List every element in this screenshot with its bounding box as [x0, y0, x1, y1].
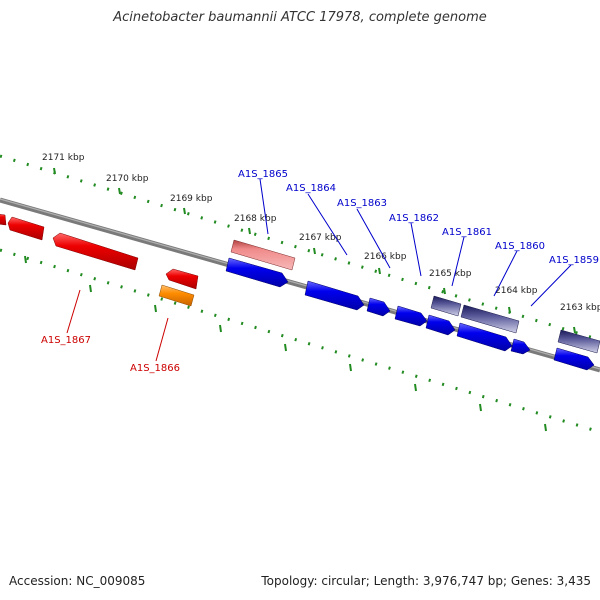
- purple-feature-1[interactable]: [430, 295, 462, 317]
- tick-label-2166: 2166 kbp: [364, 252, 407, 262]
- genome-summary-text: Topology: circular; Length: 3,976,747 bp…: [261, 574, 591, 588]
- pink-feature[interactable]: [230, 239, 296, 271]
- label-leader-lines: [66, 178, 572, 362]
- gene-arrow-small[interactable]: [510, 338, 531, 355]
- tick-label-2169: 2169 kbp: [170, 194, 213, 204]
- gene-arrow-a1s-1862[interactable]: [394, 305, 428, 327]
- purple-feature-3[interactable]: [557, 329, 600, 354]
- gene-label-a1s-1860[interactable]: A1S_1860: [495, 241, 545, 252]
- gene-label-a1s-1861[interactable]: A1S_1861: [442, 227, 492, 238]
- gene-arrow-a1s-1867[interactable]: [52, 232, 139, 271]
- page-title: Acinetobacter baumannii ATCC 17978, comp…: [113, 10, 487, 25]
- forward-strand-features: [225, 239, 600, 371]
- gene-arrow-a1s-1860[interactable]: [456, 322, 513, 352]
- accession-text: Accession: NC_009085: [9, 574, 146, 588]
- ruler-major-ticks: [24, 167, 576, 432]
- gene-label-a1s-1859[interactable]: A1S_1859: [549, 255, 599, 266]
- gene-arrow-partial[interactable]: [0, 213, 7, 226]
- tick-label-2168: 2168 kbp: [234, 214, 277, 224]
- gene-arrow-a1s-1861[interactable]: [425, 314, 456, 336]
- gene-arrow-a1s-1866[interactable]: [165, 268, 199, 290]
- gene-label-a1s-1867[interactable]: A1S_1867: [41, 335, 91, 346]
- gene-label-a1s-1862[interactable]: A1S_1862: [389, 213, 439, 224]
- tick-label-2163: 2163 kbp: [560, 303, 600, 313]
- tick-label-2165: 2165 kbp: [429, 269, 472, 279]
- purple-feature-2[interactable]: [460, 304, 520, 334]
- gene-label-a1s-1864[interactable]: A1S_1864: [286, 183, 336, 194]
- tick-label-2167: 2167 kbp: [299, 233, 342, 243]
- tick-label-2170: 2170 kbp: [106, 174, 149, 184]
- gene-label-a1s-1865[interactable]: A1S_1865: [238, 169, 288, 180]
- gene-arrow-a1s-1864[interactable]: [304, 280, 365, 311]
- gene-label-a1s-1866[interactable]: A1S_1866: [130, 363, 180, 374]
- gene-arrow-a1s-1865[interactable]: [225, 257, 289, 288]
- gene-arrow-a1s-1863[interactable]: [366, 297, 391, 317]
- gene-arrow-a1s-1868[interactable]: [7, 216, 45, 241]
- gene-arrow-a1s-1859[interactable]: [553, 347, 595, 371]
- reverse-strand-features: [0, 213, 199, 307]
- gene-label-a1s-1863[interactable]: A1S_1863: [337, 198, 387, 209]
- orange-feature[interactable]: [158, 284, 195, 307]
- tick-label-2171: 2171 kbp: [42, 153, 85, 163]
- tick-label-2164: 2164 kbp: [495, 286, 538, 296]
